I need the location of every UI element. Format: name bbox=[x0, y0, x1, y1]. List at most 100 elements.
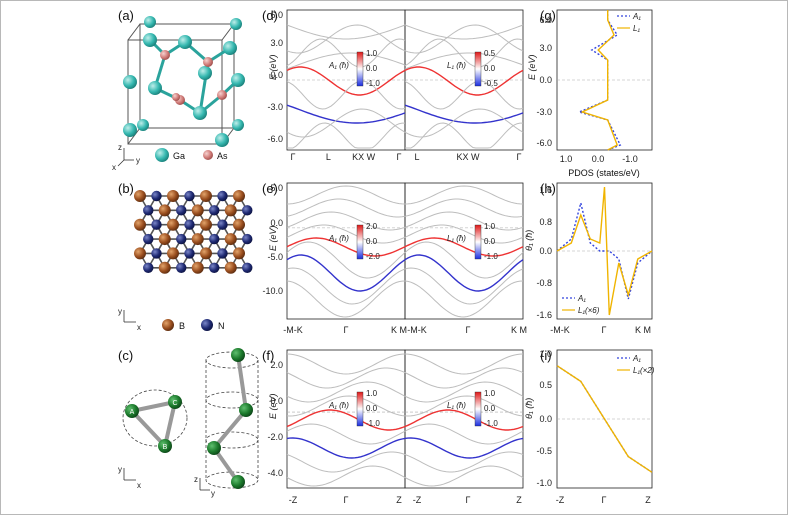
colorbar-tick: -0.5 bbox=[484, 79, 498, 88]
axis-label-z: z bbox=[118, 143, 122, 152]
h-xtick-1: Γ bbox=[602, 325, 607, 335]
chiral-model: A B C y x z y bbox=[118, 348, 259, 498]
axis-label-c-z: z bbox=[194, 475, 198, 484]
nitrogen-atom bbox=[176, 233, 187, 245]
band-line bbox=[404, 395, 524, 417]
nitrogen-atom bbox=[151, 219, 162, 230]
panel-label-h: (h) bbox=[540, 181, 556, 196]
band-line bbox=[286, 241, 406, 279]
colorbar-tick: 2.0 bbox=[366, 222, 378, 231]
nitrogen-atom bbox=[209, 205, 220, 216]
band-xtick-e: Γ bbox=[344, 325, 349, 335]
band-xtick-f: Z bbox=[396, 495, 402, 505]
colorbar-tick: -2.0 bbox=[366, 252, 380, 261]
band-ytick-f: -4.0 bbox=[267, 468, 283, 478]
band-ytick-d: -6.0 bbox=[267, 134, 283, 144]
colorbar-tick: 0.0 bbox=[484, 404, 496, 413]
boron-atom bbox=[191, 261, 204, 274]
h-ytick-4: -1.6 bbox=[536, 310, 552, 320]
nitrogen-atom bbox=[242, 233, 253, 245]
band-line bbox=[404, 381, 524, 403]
i-series-group bbox=[556, 365, 653, 473]
band-xtick-e: K M bbox=[511, 325, 527, 335]
colorbar-tick: -1.0 bbox=[484, 252, 498, 261]
i-xtick-2: Z bbox=[645, 495, 651, 505]
boron-atom bbox=[224, 233, 237, 246]
band-xtick-e: -M-K bbox=[283, 325, 303, 335]
boron-atom bbox=[224, 261, 237, 274]
nitrogen-atom bbox=[176, 205, 187, 216]
colorbar bbox=[356, 224, 364, 260]
h-ytick-1: 0.8 bbox=[539, 217, 552, 227]
band-line bbox=[286, 409, 406, 431]
series-l1-line bbox=[556, 365, 653, 473]
theta-plot-h: θ₁ (ħ) 1.6 0.8 0.0 -0.8 -1.6 -M-K Γ K M … bbox=[524, 182, 653, 335]
band-xtick-d: Γ bbox=[291, 152, 296, 162]
boron-atom bbox=[134, 190, 146, 202]
axis-label-b-y: y bbox=[118, 307, 122, 316]
colorbar-title: L₁ (ħ) bbox=[447, 234, 466, 243]
band-line bbox=[404, 38, 524, 68]
boron-atom bbox=[158, 233, 171, 246]
band-ytick-e: -5.0 bbox=[267, 252, 283, 262]
band-line bbox=[286, 267, 406, 305]
band-xtick-d: Γ bbox=[517, 152, 522, 162]
band-line bbox=[404, 52, 524, 70]
panel-label-c: (c) bbox=[118, 348, 133, 363]
colorbar-tick: 0.0 bbox=[366, 237, 378, 246]
g-xlabel: PDOS (states/eV) bbox=[568, 168, 640, 178]
colorbar-tick: 1.0 bbox=[366, 389, 378, 398]
boron-atom bbox=[233, 218, 245, 231]
colorbar-tick: -1.0 bbox=[484, 419, 498, 428]
boron-atom bbox=[158, 261, 171, 274]
panel-label-g: (g) bbox=[540, 8, 556, 23]
band-line bbox=[404, 24, 524, 40]
boron-atom bbox=[200, 218, 212, 231]
band-line bbox=[286, 423, 406, 445]
legend-ga-label: Ga bbox=[173, 151, 185, 161]
band-xtick-d: L bbox=[414, 152, 419, 162]
nitrogen-atom bbox=[176, 262, 187, 273]
band-xtick-d: Γ bbox=[397, 152, 402, 162]
band-xtick-f: -Z bbox=[289, 495, 298, 505]
axis-label-y: y bbox=[136, 156, 140, 165]
site-c-label: C bbox=[172, 400, 177, 407]
g-xtick-0: 1.0 bbox=[560, 154, 573, 164]
band-structure-panels: E (eV) 6.0 3.0 0.0 -3.0 -6.0 Γ L KX W Γ L KX W Γ A₁ (… bbox=[262, 9, 527, 505]
nitrogen-atom bbox=[143, 262, 154, 273]
legend-b-marker bbox=[162, 319, 174, 331]
boron-atom bbox=[191, 204, 204, 217]
band-frame-left-e bbox=[286, 182, 406, 320]
frame-left bbox=[0, 0, 1, 515]
band-line bbox=[404, 108, 524, 138]
nitrogen-atom bbox=[151, 190, 162, 202]
h-ytick-2: 0.0 bbox=[539, 246, 552, 256]
nitrogen-atom bbox=[151, 248, 162, 259]
panel-label-f: (f) bbox=[262, 348, 274, 363]
boron-atom bbox=[167, 218, 179, 231]
i-xtick-0: -Z bbox=[556, 495, 565, 505]
band-xtick-f: -Z bbox=[413, 495, 422, 505]
boron-atom bbox=[158, 204, 171, 217]
band-line bbox=[286, 367, 406, 389]
g-series-group bbox=[577, 10, 622, 151]
panel-label-i: (i) bbox=[540, 348, 552, 363]
g-legend-a: A₁ bbox=[632, 12, 641, 21]
colorbar-tick: 1.0 bbox=[484, 222, 496, 231]
series-l1-line bbox=[556, 186, 653, 316]
boron-atom bbox=[200, 247, 212, 260]
band-line bbox=[286, 80, 406, 110]
colorbar-tick: -1.0 bbox=[366, 419, 380, 428]
band-line bbox=[404, 104, 524, 124]
panel-label-b: (b) bbox=[118, 181, 134, 196]
band-ylabel-d: E (eV) bbox=[268, 54, 278, 80]
band-line bbox=[286, 52, 406, 70]
band-ytick-e: 0.0 bbox=[270, 218, 283, 228]
g-xtick-1: 0.0 bbox=[592, 154, 605, 164]
band-line bbox=[404, 237, 524, 257]
band-line bbox=[286, 437, 406, 459]
band-ytick-d: 6.0 bbox=[270, 10, 283, 20]
nitrogen-atom bbox=[242, 262, 253, 273]
